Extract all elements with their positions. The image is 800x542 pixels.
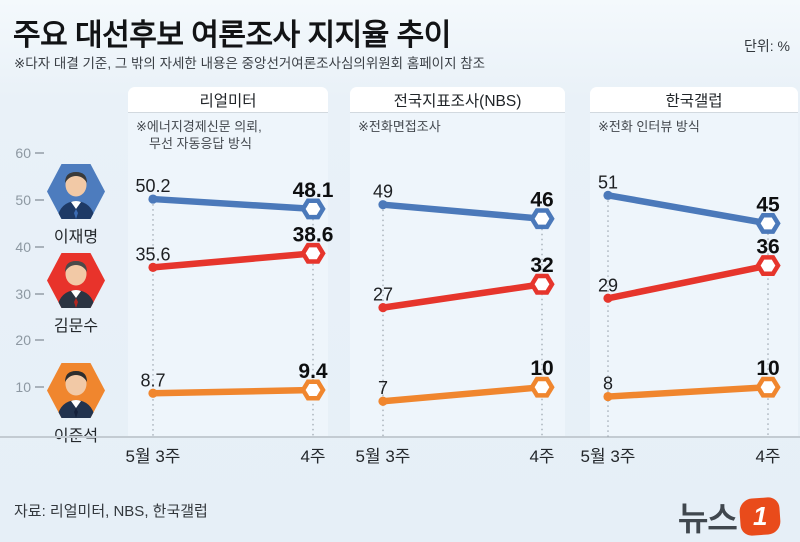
y-axis-tick: 10 bbox=[0, 378, 44, 396]
candidate-name: 이재명 bbox=[53, 229, 99, 246]
tick-dash bbox=[35, 245, 44, 248]
y-axis-tick: 50 bbox=[0, 191, 44, 209]
candidate-kim-moon-soo: 김문수 bbox=[40, 253, 112, 336]
candidate-lee-jae-myung: 이재명 bbox=[40, 164, 112, 247]
tick-dash bbox=[35, 152, 44, 155]
x-axis-baseline bbox=[0, 436, 800, 438]
x-axis-label: 5월 3주 bbox=[125, 447, 181, 466]
panel-note: ※전화 인터뷰 방식 bbox=[598, 119, 700, 134]
source-credit: 자료: 리얼미터, NBS, 한국갤럽 bbox=[14, 503, 208, 520]
panel-gallup: 한국갤럽 ※전화 인터뷰 방식 bbox=[590, 87, 798, 436]
news1-logo-badge-icon: 1 bbox=[738, 496, 781, 536]
candidate-name: 이준석 bbox=[53, 428, 99, 445]
y-axis-tick: 40 bbox=[0, 238, 44, 256]
candidate-portrait bbox=[57, 371, 95, 418]
y-axis-tick: 30 bbox=[0, 285, 44, 303]
news1-logo: 뉴스 1 bbox=[678, 492, 781, 540]
tick-dash bbox=[35, 199, 44, 201]
x-axis-label: 5월 3주 bbox=[580, 447, 636, 466]
panel-title: 전국지표조사(NBS) bbox=[350, 87, 565, 113]
x-axis-label: 4주 bbox=[755, 447, 781, 466]
candidate-name: 김문수 bbox=[53, 318, 99, 335]
x-axis-label: 5월 3주 bbox=[355, 447, 411, 466]
tick-dash bbox=[35, 386, 44, 389]
subtitle-disclaimer: ※다자 대결 기준, 그 밖의 자세한 내용은 중앙선거여론조사심의위원회 홈페… bbox=[14, 56, 486, 71]
candidate-avatar-hex bbox=[47, 363, 105, 418]
x-axis-label: 4주 bbox=[529, 447, 555, 466]
panel-note: ※에너지경제신문 의뢰, 무선 자동응답 방식 bbox=[136, 119, 262, 151]
x-axis-label: 4주 bbox=[300, 447, 326, 466]
y-axis-tick: 20 bbox=[0, 331, 44, 349]
tick-dash bbox=[35, 292, 44, 295]
candidate-avatar-hex bbox=[47, 253, 105, 308]
y-axis-tick: 60 bbox=[0, 144, 44, 162]
panel-title: 한국갤럽 bbox=[590, 87, 798, 113]
page-title: 주요 대선후보 여론조사 지지율 추이 bbox=[13, 19, 451, 52]
panel-realmeter: 리얼미터 ※에너지경제신문 의뢰, 무선 자동응답 방식 bbox=[128, 87, 328, 436]
candidate-portrait bbox=[57, 261, 95, 308]
news1-logo-text: 뉴스 bbox=[678, 500, 738, 537]
unit-label: 단위: % bbox=[744, 38, 790, 54]
candidate-portrait bbox=[57, 172, 95, 219]
tick-dash bbox=[35, 339, 44, 342]
candidate-lee-jun-seok: 이준석 bbox=[40, 363, 112, 446]
panel-note: ※전화면접조사 bbox=[358, 119, 441, 134]
candidate-avatar-hex bbox=[47, 164, 105, 219]
panel-nbs: 전국지표조사(NBS) ※전화면접조사 bbox=[350, 87, 565, 436]
panel-title: 리얼미터 bbox=[128, 87, 328, 113]
